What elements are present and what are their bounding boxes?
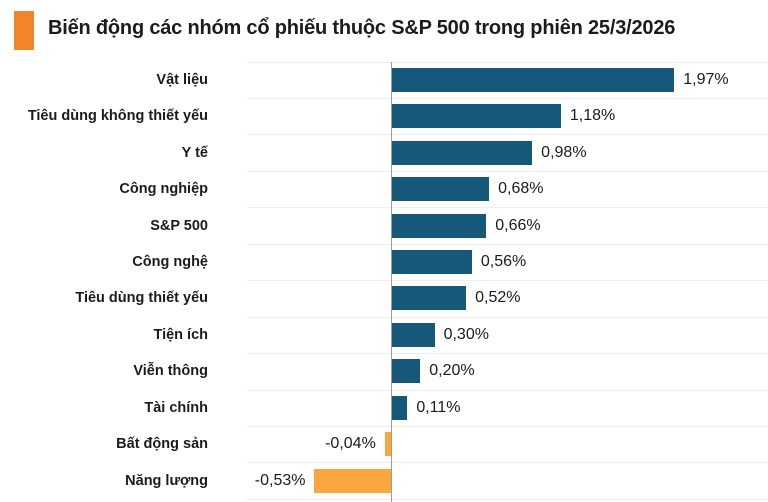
bar	[391, 67, 675, 92]
bar	[391, 249, 472, 274]
bar	[391, 286, 467, 311]
value-label: 0,20%	[429, 362, 475, 380]
value-label: -0,53%	[254, 471, 306, 489]
value-label: 0,98%	[541, 143, 587, 161]
row-gridline	[247, 280, 768, 282]
value-label: 0,11%	[416, 398, 461, 416]
category-label: Tiêu dùng không thiết yếu	[27, 108, 208, 125]
row-gridline	[247, 61, 768, 63]
value-label: 0,52%	[475, 289, 521, 307]
bar	[384, 432, 391, 457]
row-gridline	[247, 243, 768, 245]
row-gridline	[247, 462, 768, 464]
row-gridline	[247, 353, 768, 355]
category-label: Tiêu dùng thiết yếu	[75, 290, 208, 307]
category-label: Công nghiệp	[119, 181, 208, 198]
category-label: Năng lượng	[125, 472, 208, 489]
bar	[391, 104, 561, 129]
bar	[314, 468, 391, 493]
row-gridline	[247, 97, 768, 99]
category-label: S&P 500	[150, 217, 208, 234]
row-gridline	[247, 498, 768, 500]
row-gridline	[247, 389, 768, 391]
title-accent-bar	[14, 11, 34, 50]
bar	[391, 395, 408, 420]
value-label: 0,56%	[480, 252, 527, 270]
row-gridline	[247, 170, 768, 172]
zero-axis-line	[391, 61, 392, 502]
value-label: 1,18%	[569, 107, 616, 125]
value-label: 0,68%	[498, 180, 544, 198]
value-label: 0,30%	[443, 325, 489, 343]
bar	[391, 213, 487, 238]
chart-title: Biến động các nhóm cổ phiếu thuộc S&P 50…	[48, 17, 676, 39]
value-label: 1,97%	[683, 70, 729, 88]
row-gridline	[247, 134, 768, 136]
category-label: Y tế	[181, 144, 208, 161]
row-gridline	[247, 426, 768, 427]
row-gridline	[247, 207, 768, 209]
bar	[391, 359, 421, 384]
value-label: 0,66%	[495, 216, 541, 234]
category-label: Tiện ích	[153, 326, 208, 343]
row-gridline	[247, 316, 768, 318]
value-label: -0,04%	[325, 435, 376, 453]
category-label: Công nghệ	[132, 253, 208, 270]
bar	[391, 177, 490, 202]
category-label: Tài chính	[144, 399, 208, 416]
bar	[391, 140, 533, 165]
category-label: Bất động sản	[116, 436, 208, 453]
category-label: Vật liệu	[156, 71, 208, 88]
bar	[391, 322, 435, 347]
category-label: Viễn thông	[133, 363, 208, 380]
